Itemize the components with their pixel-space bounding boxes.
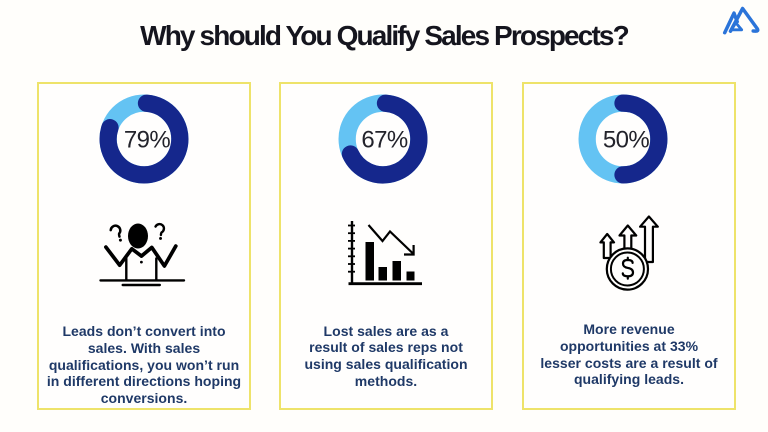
svg-text:79%: 79% xyxy=(123,126,169,153)
svg-text:50%: 50% xyxy=(603,126,649,153)
svg-text:67%: 67% xyxy=(362,126,408,153)
